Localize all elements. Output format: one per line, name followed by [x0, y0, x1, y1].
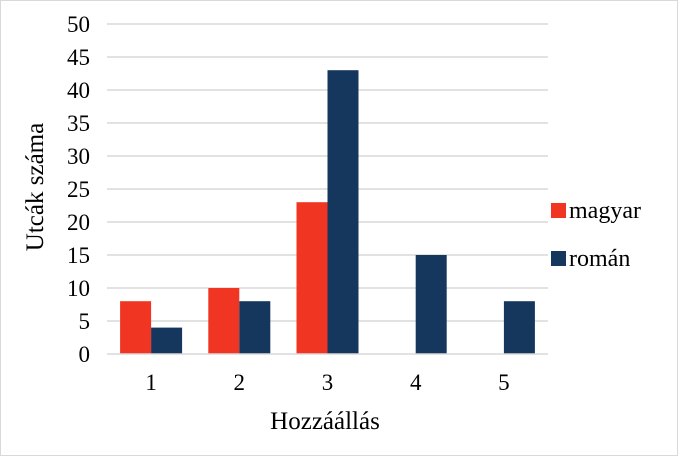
- y-tick-labels: 0 5 10 15 20 25 30 35 40 45 50: [67, 12, 90, 367]
- y-tick-label: 5: [79, 309, 91, 334]
- bar-román-5: [503, 301, 535, 354]
- x-tick-label: 3: [322, 370, 334, 395]
- x-tick-label: 1: [145, 370, 157, 395]
- x-tick-label: 4: [410, 370, 422, 395]
- bar-román-4: [415, 255, 447, 354]
- x-tick-label: 5: [498, 370, 510, 395]
- legend-swatch-magyar: [551, 203, 566, 218]
- bar-román-1: [151, 327, 183, 354]
- y-tick-label: 25: [67, 177, 90, 202]
- bar-magyar-2: [208, 288, 240, 354]
- y-tick-label: 30: [67, 144, 90, 169]
- x-axis-title: Hozzáállás: [270, 408, 380, 435]
- legend-label-magyar: magyar: [569, 198, 641, 224]
- y-tick-label: 35: [67, 111, 90, 136]
- y-tick-label: 20: [67, 210, 90, 235]
- y-tick-label: 0: [79, 342, 91, 367]
- y-tick-label: 15: [67, 243, 90, 268]
- x-tick-label: 2: [234, 370, 246, 395]
- y-tick-label: 40: [67, 78, 90, 103]
- y-tick-label: 10: [67, 276, 90, 301]
- x-tick-labels: 1 2 3 4 5: [145, 370, 509, 395]
- legend: magyar román: [551, 198, 641, 272]
- y-tick-label: 50: [67, 12, 90, 37]
- legend-label-román: román: [569, 246, 630, 272]
- y-axis-title: Utcák száma: [22, 123, 49, 251]
- bar-magyar-3: [296, 202, 328, 354]
- gridlines: [107, 23, 548, 322]
- bar-román-3: [327, 70, 359, 354]
- bars: [120, 70, 535, 354]
- bar-román-2: [239, 301, 271, 354]
- bar-magyar-1: [120, 301, 152, 354]
- y-tick-label: 45: [67, 45, 90, 70]
- legend-swatch-román: [551, 251, 566, 266]
